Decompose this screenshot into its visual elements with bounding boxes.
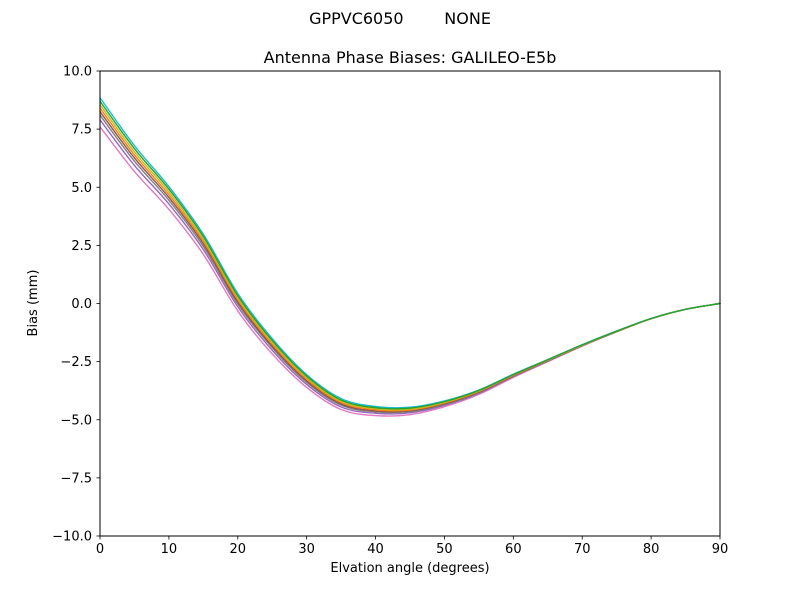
x-tick-label: 30: [298, 542, 315, 557]
axes-title: Antenna Phase Biases: GALILEO-E5b: [264, 48, 557, 67]
x-tick-label: 0: [96, 542, 104, 557]
y-tick-label: 5.0: [71, 181, 92, 196]
x-axis-ticks: 0 10 20 30 40 50 60 70 80 90: [96, 536, 728, 557]
figure-suptitle: GPPVC6050 NONE: [309, 9, 491, 28]
x-tick-label: 40: [367, 542, 384, 557]
x-tick-label: 80: [643, 542, 660, 557]
x-tick-label: 10: [161, 542, 178, 557]
y-tick-label: −10.0: [52, 530, 92, 545]
y-tick-label: 7.5: [71, 123, 92, 138]
series-lines: [99, 97, 721, 417]
x-tick-label: 70: [574, 542, 591, 557]
series-line-line-8: [99, 100, 721, 410]
y-tick-label: 0.0: [71, 297, 92, 312]
y-tick-label: −5.0: [60, 413, 92, 428]
y-tick-label: 2.5: [71, 239, 92, 254]
y-axis-label: Bias (mm): [26, 270, 41, 337]
x-tick-label: 90: [712, 542, 729, 557]
y-tick-label: 10.0: [63, 65, 92, 80]
x-tick-label: 50: [436, 542, 453, 557]
y-axis-ticks: 10.0 7.5 5.0 2.5 0.0 −2.5 −5.0 −7.5 −10.0: [52, 65, 100, 545]
x-tick-label: 20: [230, 542, 247, 557]
y-tick-label: −7.5: [60, 471, 92, 486]
x-tick-label: 60: [505, 542, 522, 557]
x-axis-label: Elvation angle (degrees): [330, 561, 489, 576]
y-tick-label: −2.5: [60, 355, 92, 370]
plot-area: [100, 71, 720, 536]
